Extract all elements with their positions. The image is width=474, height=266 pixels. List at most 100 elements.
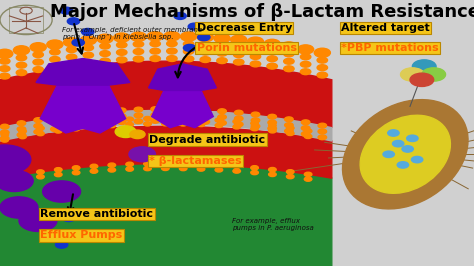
Circle shape (72, 39, 84, 46)
Circle shape (64, 38, 80, 47)
Circle shape (411, 156, 423, 163)
Circle shape (19, 135, 27, 139)
Circle shape (66, 62, 77, 68)
Circle shape (66, 47, 77, 53)
Circle shape (51, 121, 59, 126)
Circle shape (33, 52, 44, 57)
Circle shape (268, 126, 276, 131)
Text: Remove antibiotic: Remove antibiotic (40, 209, 153, 219)
Circle shape (67, 124, 76, 129)
Circle shape (233, 164, 240, 168)
Circle shape (133, 41, 144, 47)
Circle shape (401, 68, 424, 81)
Circle shape (30, 43, 46, 52)
Circle shape (215, 123, 223, 128)
Circle shape (97, 34, 113, 43)
Circle shape (19, 172, 27, 177)
Circle shape (60, 7, 73, 14)
Circle shape (151, 107, 159, 111)
Circle shape (201, 114, 210, 118)
Circle shape (197, 117, 205, 121)
Circle shape (164, 32, 180, 41)
Circle shape (318, 129, 327, 134)
Circle shape (118, 120, 126, 124)
Circle shape (134, 119, 143, 124)
Text: Efflux Pumps: Efflux Pumps (40, 230, 123, 240)
Circle shape (114, 33, 130, 42)
Circle shape (281, 42, 297, 51)
Circle shape (117, 42, 127, 48)
Circle shape (188, 23, 201, 30)
Circle shape (251, 118, 260, 123)
Circle shape (197, 162, 205, 166)
Circle shape (83, 52, 93, 58)
Circle shape (301, 120, 310, 125)
Circle shape (200, 57, 210, 63)
Circle shape (16, 62, 27, 68)
Circle shape (83, 45, 93, 51)
Circle shape (108, 118, 116, 122)
Circle shape (36, 174, 44, 179)
Circle shape (198, 34, 210, 41)
Circle shape (162, 122, 169, 126)
Circle shape (1, 180, 9, 184)
Circle shape (117, 49, 127, 55)
Circle shape (168, 113, 176, 117)
Circle shape (235, 110, 243, 115)
Circle shape (147, 32, 163, 41)
Circle shape (73, 127, 80, 131)
Circle shape (0, 197, 38, 218)
Text: Degrade antibiotic: Degrade antibiotic (149, 135, 265, 145)
Circle shape (234, 44, 244, 50)
Circle shape (55, 129, 62, 133)
Circle shape (264, 39, 280, 48)
Circle shape (1, 138, 9, 142)
Circle shape (286, 174, 294, 179)
Circle shape (126, 167, 134, 171)
Circle shape (317, 65, 328, 70)
Circle shape (118, 108, 126, 113)
Circle shape (269, 168, 276, 172)
Circle shape (318, 135, 327, 140)
Circle shape (392, 140, 404, 147)
Circle shape (51, 115, 59, 120)
Circle shape (231, 35, 247, 44)
Circle shape (34, 123, 43, 128)
Circle shape (217, 43, 227, 49)
Circle shape (167, 41, 177, 47)
Circle shape (151, 113, 159, 117)
Circle shape (304, 172, 312, 176)
Circle shape (73, 171, 80, 175)
Circle shape (1, 175, 9, 180)
Polygon shape (0, 164, 332, 266)
Circle shape (197, 167, 205, 171)
Circle shape (179, 117, 187, 121)
Circle shape (251, 112, 260, 117)
Circle shape (130, 32, 146, 41)
Circle shape (167, 48, 177, 54)
Circle shape (268, 120, 276, 125)
Circle shape (179, 167, 187, 171)
Circle shape (101, 109, 109, 114)
Circle shape (184, 113, 193, 118)
Circle shape (82, 28, 94, 35)
Circle shape (150, 41, 160, 47)
Circle shape (234, 59, 244, 65)
Circle shape (410, 73, 434, 86)
Circle shape (184, 119, 193, 123)
Circle shape (422, 68, 446, 81)
Circle shape (284, 123, 293, 127)
Circle shape (267, 56, 277, 62)
Circle shape (183, 48, 194, 54)
Circle shape (247, 37, 264, 46)
Polygon shape (148, 64, 216, 90)
Circle shape (301, 126, 310, 131)
Circle shape (0, 49, 13, 58)
Circle shape (269, 172, 276, 177)
Text: For example, efflux
pumps in P. aeruginosa: For example, efflux pumps in P. aerugino… (232, 218, 314, 231)
Circle shape (233, 119, 240, 124)
Circle shape (0, 73, 10, 79)
Circle shape (50, 49, 60, 55)
Circle shape (218, 109, 226, 114)
Circle shape (286, 131, 294, 136)
